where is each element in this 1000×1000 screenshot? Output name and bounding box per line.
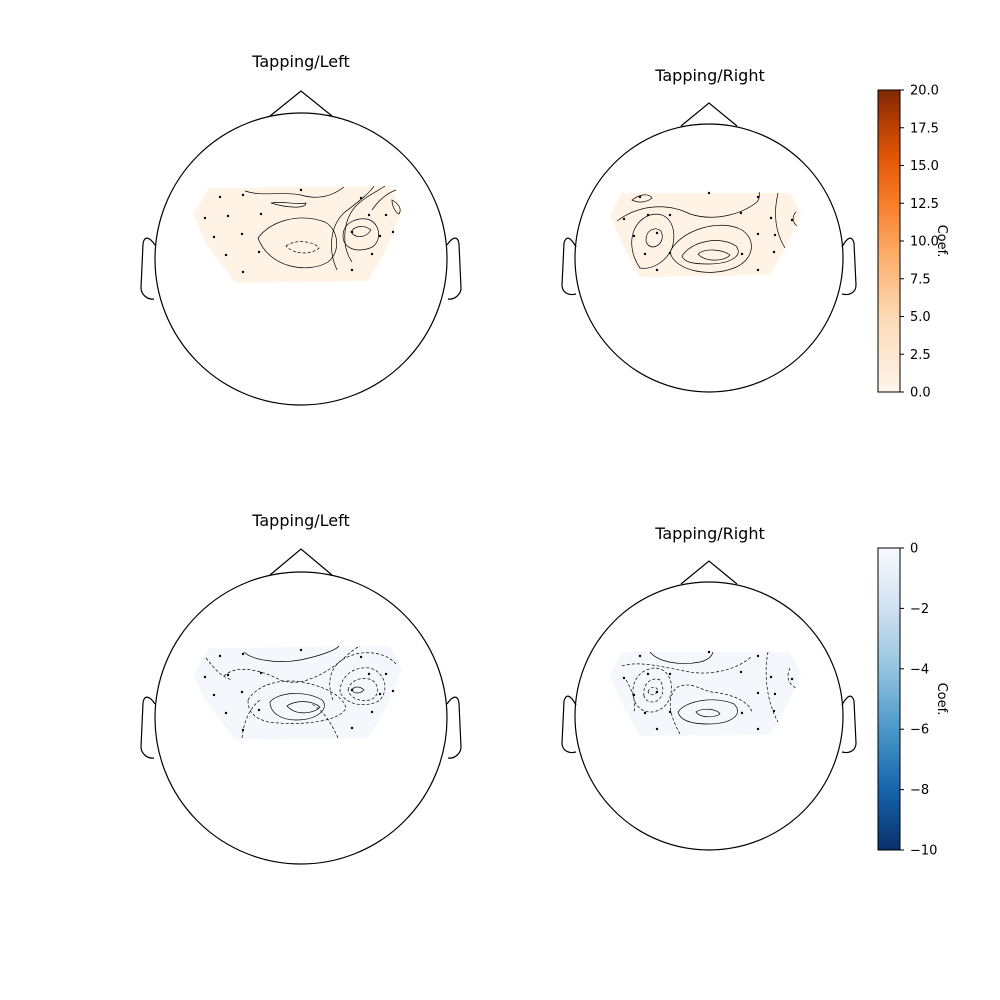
sensor-markers — [203, 648, 395, 732]
activation-field — [610, 652, 801, 736]
colorbar-tick-label: 7.5 — [910, 272, 931, 287]
colorbar-tick-label: −4 — [910, 662, 929, 677]
topomap-panel-top-right: Tapping/Right — [561, 66, 857, 393]
panel-title: Tapping/Right — [654, 66, 765, 85]
activation-field — [610, 193, 801, 277]
colorbar-tick-label: 0.0 — [910, 386, 931, 401]
panel-title: Tapping/Left — [251, 52, 349, 71]
colorbar-top-ticks: 0.0 2.5 5.0 7.5 10.0 12.5 15.0 17.5 20.0 — [900, 84, 939, 401]
contour-lines — [244, 185, 401, 271]
colorbar-top-label: Coef. — [934, 225, 949, 258]
topomap-panel-bottom-right: Tapping/Right — [561, 524, 857, 851]
activation-field — [193, 186, 402, 283]
head-outline — [561, 102, 857, 393]
colorbar-bottom-gradient — [877, 547, 901, 851]
colorbar-top-gradient — [877, 89, 901, 393]
colorbar-tick-label: −2 — [910, 602, 929, 617]
sensor-markers — [622, 650, 794, 731]
colorbar-top: 0.0 2.5 5.0 7.5 10.0 12.5 15.0 17.5 20.0 Coef. — [877, 84, 949, 401]
colorbar-tick-label: 5.0 — [910, 310, 931, 325]
colorbar-tick-label: 12.5 — [910, 197, 939, 212]
colorbar-tick-label: 15.0 — [910, 159, 939, 174]
contour-lines — [616, 191, 798, 273]
topomap-panel-bottom-left: Tapping/Left — [140, 511, 462, 865]
head-outline — [140, 548, 462, 865]
panel-title: Tapping/Right — [654, 524, 765, 543]
colorbar-tick-label: −8 — [910, 783, 929, 798]
colorbar-tick-label: 0 — [910, 542, 918, 557]
colorbar-tick-label: 10.0 — [910, 235, 939, 250]
colorbar-tick-label: 17.5 — [910, 121, 939, 136]
colorbar-bottom: −10 −8 −6 −4 −2 0 Coef. — [877, 542, 949, 859]
topomap-panel-top-left: Tapping/Left — [140, 52, 462, 406]
contour-lines — [205, 645, 397, 739]
colorbar-tick-label: −10 — [910, 844, 937, 859]
contour-lines — [621, 651, 797, 735]
colorbar-tick-label: −6 — [910, 723, 929, 738]
sensor-markers — [203, 188, 395, 274]
colorbar-tick-label: 20.0 — [910, 84, 939, 99]
sensor-markers — [622, 191, 794, 272]
head-outline — [561, 560, 857, 851]
panel-title: Tapping/Left — [251, 511, 349, 530]
colorbar-tick-label: 2.5 — [910, 348, 931, 363]
colorbar-bottom-ticks: −10 −8 −6 −4 −2 0 — [900, 542, 937, 859]
head-outline — [140, 90, 462, 406]
colorbar-bottom-label: Coef. — [934, 683, 949, 716]
